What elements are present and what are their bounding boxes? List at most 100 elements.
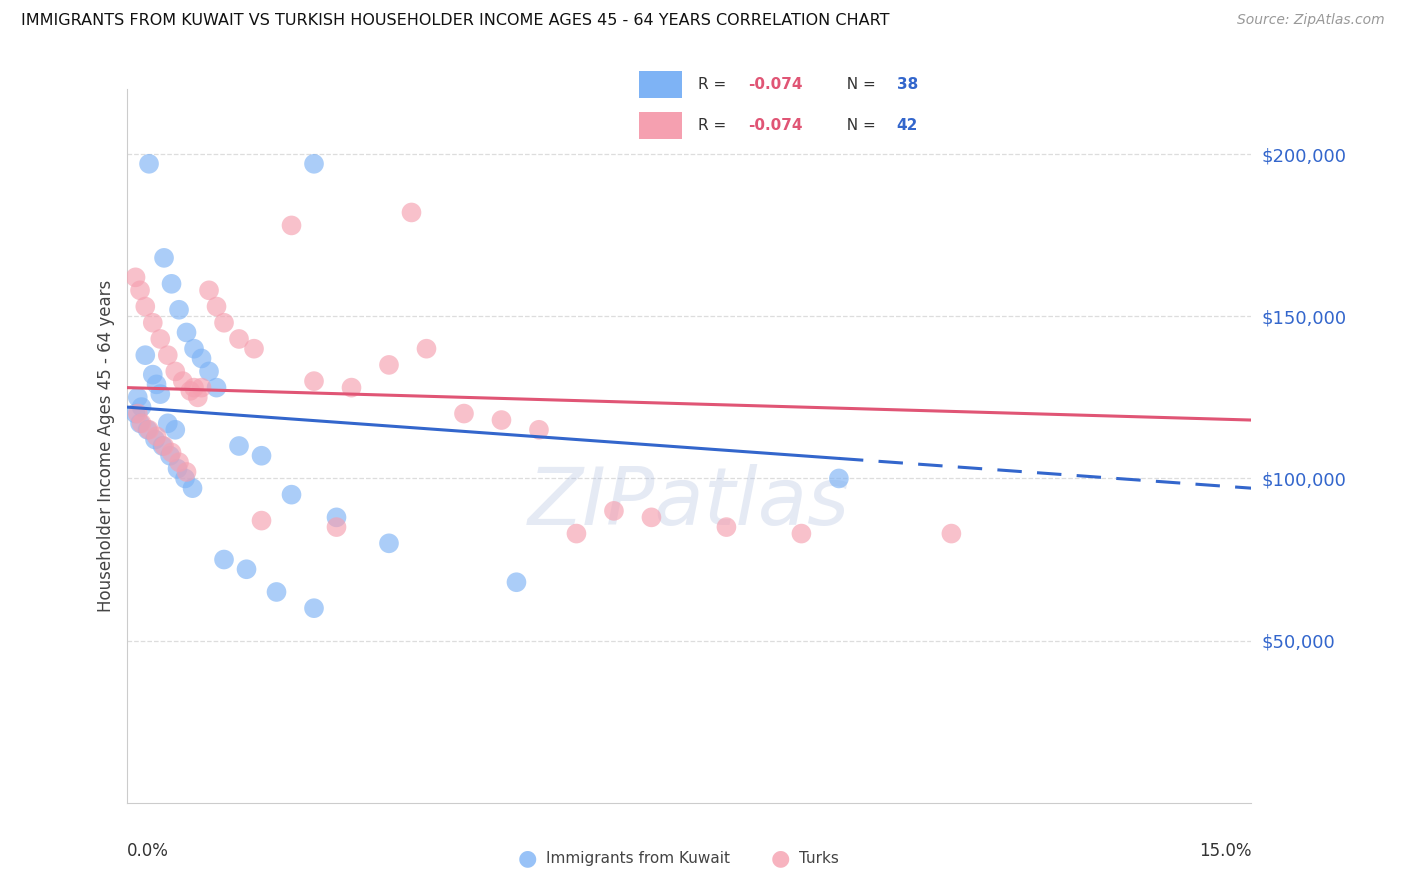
Text: -0.074: -0.074 [748, 118, 803, 133]
Text: ●: ● [770, 848, 790, 868]
Point [280, 488, 302, 502]
Point [378, 358, 401, 372]
Text: Immigrants from Kuwait: Immigrants from Kuwait [546, 851, 730, 865]
Text: R =: R = [699, 77, 731, 92]
Text: Turks: Turks [799, 851, 838, 865]
Text: -0.074: -0.074 [748, 77, 803, 92]
Point [266, 585, 288, 599]
Point [153, 251, 176, 265]
FancyBboxPatch shape [638, 112, 682, 139]
Point [181, 481, 204, 495]
Point [401, 205, 423, 219]
Point [790, 526, 813, 541]
Point [603, 504, 626, 518]
Point [235, 562, 257, 576]
Point [250, 514, 273, 528]
Point [302, 374, 325, 388]
Point [302, 601, 325, 615]
Point [136, 423, 159, 437]
Point [145, 429, 167, 443]
Point [378, 536, 401, 550]
Point [131, 417, 153, 431]
Text: 0.0%: 0.0% [127, 842, 169, 860]
Point [941, 526, 963, 541]
Point [153, 439, 176, 453]
Text: 38: 38 [897, 77, 918, 92]
Point [138, 423, 160, 437]
Text: N =: N = [837, 118, 880, 133]
Point [828, 471, 851, 485]
Point [176, 465, 198, 479]
Point [159, 449, 181, 463]
Point [302, 157, 325, 171]
Point [716, 520, 738, 534]
Point [129, 283, 152, 297]
Y-axis label: Householder Income Ages 45 - 64 years: Householder Income Ages 45 - 64 years [97, 280, 115, 612]
Point [160, 445, 183, 459]
Point [124, 407, 146, 421]
Text: Source: ZipAtlas.com: Source: ZipAtlas.com [1237, 13, 1385, 28]
Point [124, 270, 146, 285]
Point [172, 374, 194, 388]
Point [134, 300, 156, 314]
Text: ZIPatlas: ZIPatlas [527, 464, 851, 542]
Point [228, 439, 250, 453]
Point [491, 413, 513, 427]
Point [142, 368, 165, 382]
Point [156, 348, 179, 362]
Point [174, 471, 197, 485]
Point [127, 390, 149, 404]
FancyBboxPatch shape [638, 71, 682, 98]
Point [183, 381, 205, 395]
Point [190, 351, 212, 366]
Point [142, 316, 165, 330]
Point [205, 381, 228, 395]
Point [325, 510, 347, 524]
Point [415, 342, 437, 356]
Point [149, 332, 172, 346]
Point [325, 520, 347, 534]
Point [228, 332, 250, 346]
Text: ●: ● [517, 848, 537, 868]
Point [198, 283, 221, 297]
Point [198, 364, 221, 378]
Point [183, 342, 205, 356]
Point [129, 417, 152, 431]
Point [131, 400, 153, 414]
Point [640, 510, 662, 524]
Point [160, 277, 183, 291]
Point [250, 449, 273, 463]
Point [165, 423, 187, 437]
Text: IMMIGRANTS FROM KUWAIT VS TURKISH HOUSEHOLDER INCOME AGES 45 - 64 YEARS CORRELAT: IMMIGRANTS FROM KUWAIT VS TURKISH HOUSEH… [21, 13, 890, 29]
Point [134, 348, 156, 362]
Point [167, 302, 190, 317]
Point [187, 390, 209, 404]
Text: 42: 42 [897, 118, 918, 133]
Text: N =: N = [837, 77, 880, 92]
Point [565, 526, 588, 541]
Point [212, 316, 235, 330]
Point [152, 439, 174, 453]
Text: R =: R = [699, 118, 731, 133]
Point [156, 417, 179, 431]
Point [167, 455, 190, 469]
Point [505, 575, 527, 590]
Point [165, 364, 187, 378]
Point [340, 381, 363, 395]
Point [527, 423, 550, 437]
Point [453, 407, 475, 421]
Point [138, 157, 160, 171]
Point [179, 384, 201, 398]
Point [212, 552, 235, 566]
Point [243, 342, 266, 356]
Point [280, 219, 302, 233]
Point [149, 387, 172, 401]
Point [205, 300, 228, 314]
Point [176, 326, 198, 340]
Point [190, 381, 212, 395]
Point [143, 433, 166, 447]
Text: 15.0%: 15.0% [1199, 842, 1251, 860]
Point [145, 377, 167, 392]
Point [166, 461, 188, 475]
Point [127, 407, 149, 421]
